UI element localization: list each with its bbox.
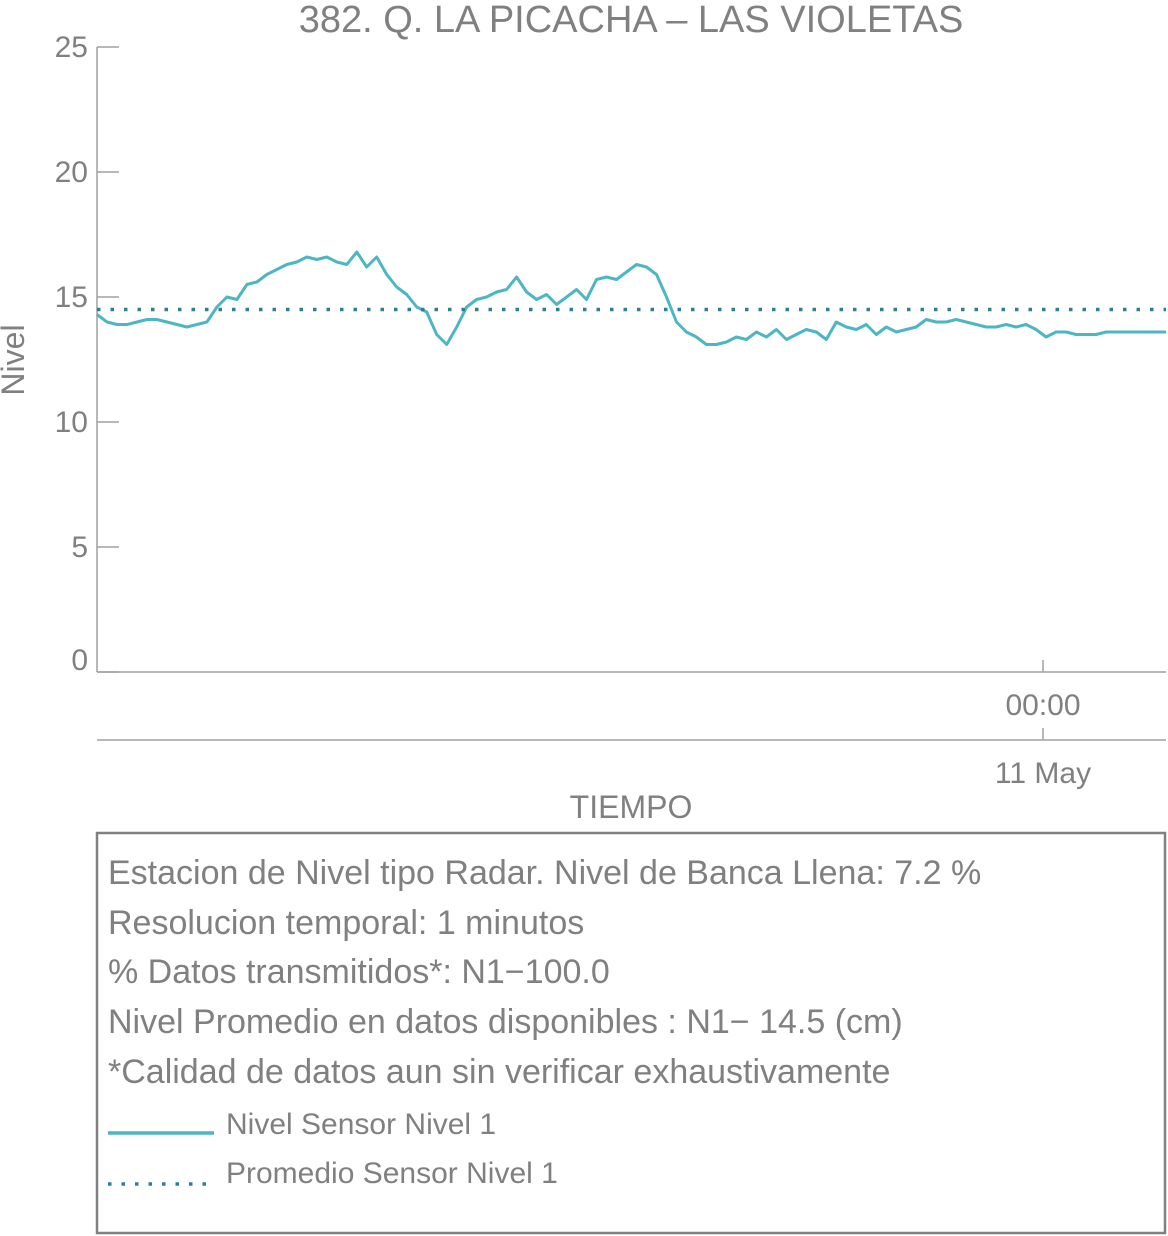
info-line-5: *Calidad de datos aun sin verificar exha…: [108, 1053, 890, 1091]
info-line-2: Resolucion temporal: 1 minutos: [108, 904, 584, 942]
info-line-1: Estacion de Nivel tipo Radar. Nivel de B…: [108, 854, 981, 892]
legend-label-promedio: Promedio Sensor Nivel 1: [226, 1157, 558, 1190]
x-tick-label-date: 11 May: [995, 757, 1091, 790]
y-tick-label: 20: [55, 156, 88, 189]
y-axis-label: Nivel: [0, 324, 31, 395]
series-line-nivel: [96, 250, 1166, 346]
y-tick-label: 15: [55, 281, 88, 314]
chart-title: 382. Q. LA PICACHA – LAS VIOLETAS: [299, 0, 964, 41]
y-tick-label: 10: [55, 406, 88, 439]
info-line-4: Nivel Promedio en datos disponibles : N1…: [108, 1003, 903, 1041]
x-axis-label: TIEMPO: [570, 789, 693, 825]
legend-label-nivel: Nivel Sensor Nivel 1: [226, 1108, 496, 1141]
x-tick-label-time: 00:00: [1005, 689, 1080, 722]
x-ticks: 00:00 11 May: [995, 660, 1091, 790]
series-layer: [96, 250, 1166, 346]
info-line-3: % Datos transmitidos*: N1−100.0: [108, 953, 610, 991]
y-ticks: 0 5 10 15 20 25: [55, 31, 119, 677]
y-tick-label: 5: [71, 531, 88, 564]
info-box: [95, 831, 1167, 1235]
y-tick-label: 25: [55, 31, 88, 64]
y-tick-label: 0: [71, 644, 88, 677]
